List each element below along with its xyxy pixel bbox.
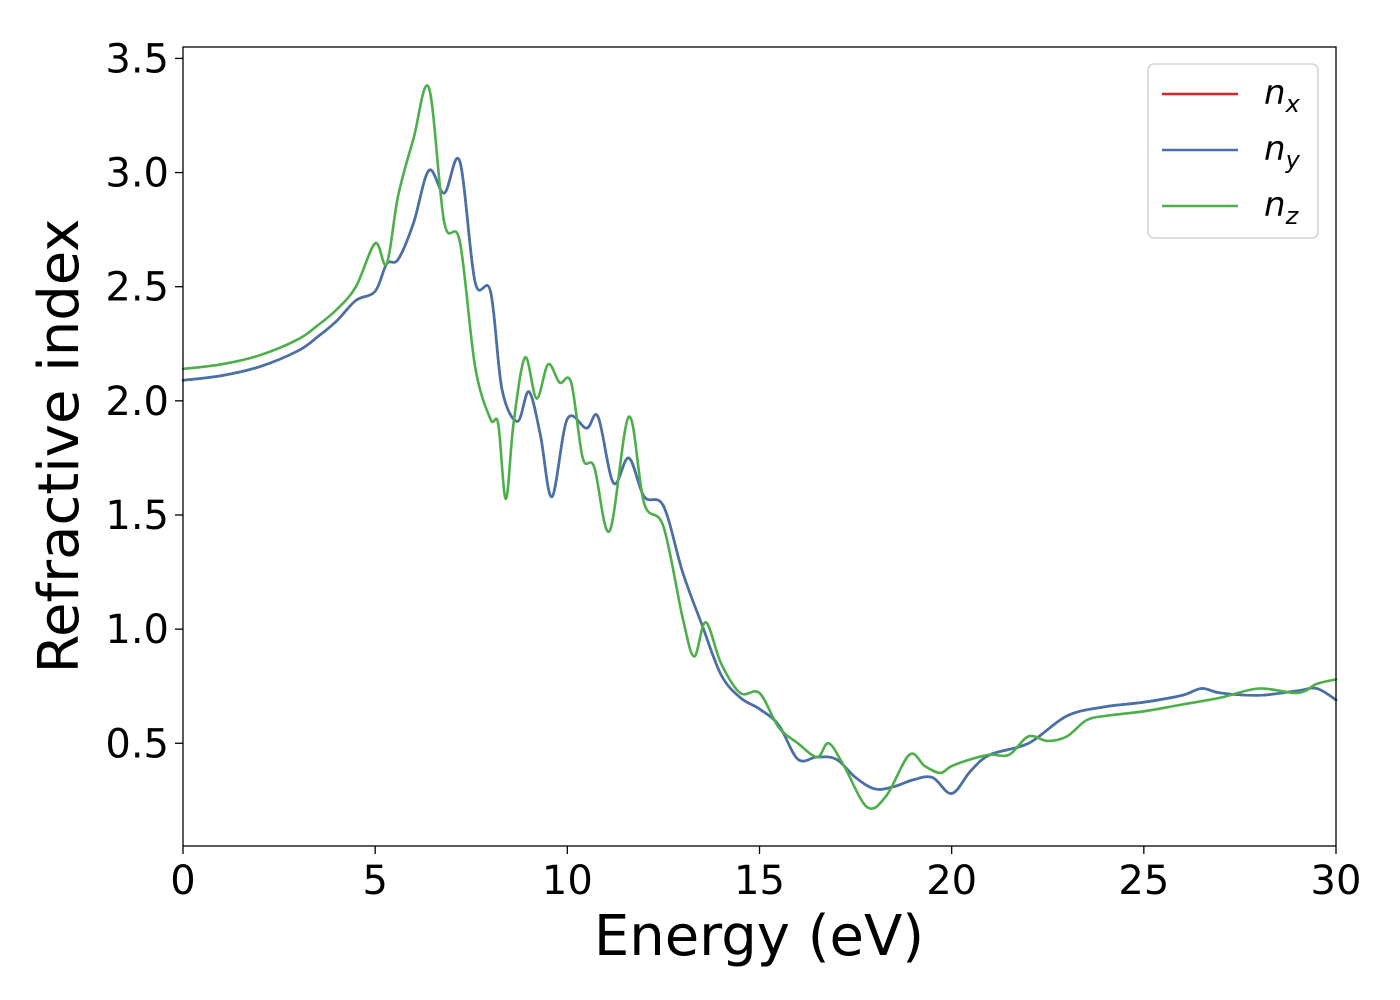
y-axis-label: Refractive index [27, 219, 92, 674]
legend-label-nx: nx [1264, 73, 1301, 118]
y-tick-label: 3.0 [105, 151, 169, 197]
x-tick-label: 10 [542, 858, 593, 904]
y-tick-label: 2.5 [105, 265, 169, 311]
y-tick-label: 3.5 [105, 36, 169, 82]
legend: nx ny nz [1147, 63, 1319, 239]
legend-label-ny: ny [1264, 129, 1301, 174]
x-tick-label: 30 [1311, 858, 1362, 904]
series-layer [181, 84, 1338, 811]
x-axis-label: Energy (eV) [594, 904, 924, 969]
y-tick-label: 1.0 [105, 607, 169, 653]
y-tick-label: 2.0 [105, 379, 169, 425]
ticks-layer: 0 5 10 15 20 25 30 0.5 1.0 1.5 2.0 2.5 3.0 3.5 [105, 36, 1361, 904]
x-tick-label: 0 [170, 858, 195, 904]
series-line-nz [181, 84, 1338, 811]
series-line-ny [181, 156, 1338, 795]
y-tick-label: 0.5 [105, 721, 169, 767]
x-tick-label: 25 [1118, 858, 1169, 904]
x-tick-label: 5 [362, 858, 387, 904]
x-tick-label: 15 [734, 858, 785, 904]
legend-label-nz: nz [1264, 185, 1300, 230]
y-tick-label: 1.5 [105, 493, 169, 539]
x-tick-label: 20 [926, 858, 977, 904]
